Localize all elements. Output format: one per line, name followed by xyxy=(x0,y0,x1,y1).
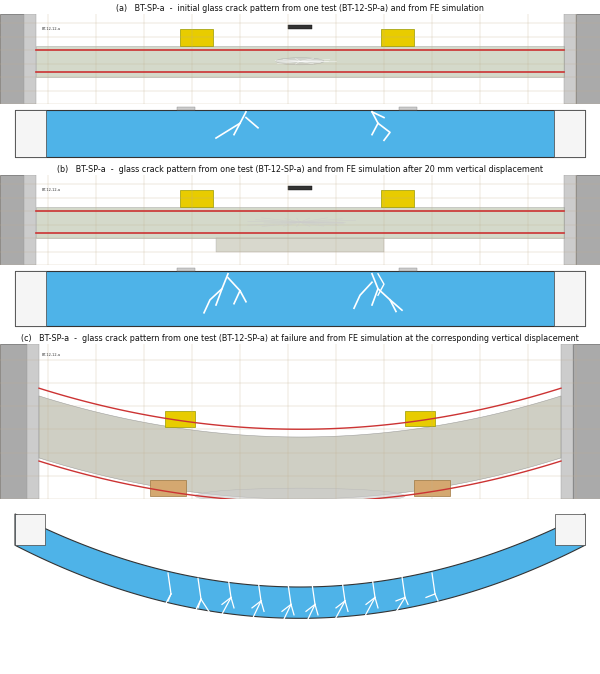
Polygon shape xyxy=(39,396,561,499)
Bar xyxy=(15,271,585,326)
Bar xyxy=(27,344,39,499)
Bar xyxy=(177,268,195,271)
Bar xyxy=(177,106,195,110)
Ellipse shape xyxy=(195,488,405,503)
Bar xyxy=(555,514,585,545)
Text: BT-12-12-a: BT-12-12-a xyxy=(42,353,61,357)
Bar xyxy=(564,14,576,104)
Text: BT-12-12-a: BT-12-12-a xyxy=(42,188,61,192)
Bar xyxy=(216,238,384,251)
Text: (b)   BT-SP-a  -  glass crack pattern from one test (BT-12-SP-a) and from FE sim: (b) BT-SP-a - glass crack pattern from o… xyxy=(57,165,543,174)
Bar xyxy=(15,110,46,158)
Bar xyxy=(576,175,600,265)
Bar xyxy=(381,29,414,46)
Bar xyxy=(24,175,36,265)
Bar xyxy=(381,190,414,206)
Bar xyxy=(15,514,45,545)
Bar xyxy=(564,175,576,265)
Bar xyxy=(150,481,186,496)
Polygon shape xyxy=(15,514,585,618)
Bar xyxy=(165,411,195,427)
Bar xyxy=(15,110,585,158)
Bar xyxy=(36,46,564,77)
Bar xyxy=(554,110,585,158)
Bar xyxy=(399,268,417,271)
Bar xyxy=(15,271,46,326)
Bar xyxy=(0,175,24,265)
Bar xyxy=(0,344,27,499)
Text: (c)   BT-SP-a  -  glass crack pattern from one test (BT-12-SP-a) at failure and : (c) BT-SP-a - glass crack pattern from o… xyxy=(21,334,579,343)
Bar xyxy=(561,344,573,499)
Bar xyxy=(0,14,24,104)
Text: BT-12-12-a: BT-12-12-a xyxy=(42,27,61,31)
Bar xyxy=(399,106,417,110)
Bar xyxy=(554,271,585,326)
Bar xyxy=(288,25,312,29)
Bar xyxy=(288,186,312,190)
Bar xyxy=(405,410,435,426)
Bar xyxy=(24,14,36,104)
Bar xyxy=(36,206,564,238)
Circle shape xyxy=(276,58,324,65)
Bar xyxy=(180,190,213,206)
Bar xyxy=(576,14,600,104)
Bar xyxy=(414,481,450,496)
Bar xyxy=(180,29,213,46)
Bar xyxy=(573,344,600,499)
Text: (a)   BT-SP-a  -  initial glass crack pattern from one test (BT-12-SP-a) and fro: (a) BT-SP-a - initial glass crack patter… xyxy=(116,4,484,13)
